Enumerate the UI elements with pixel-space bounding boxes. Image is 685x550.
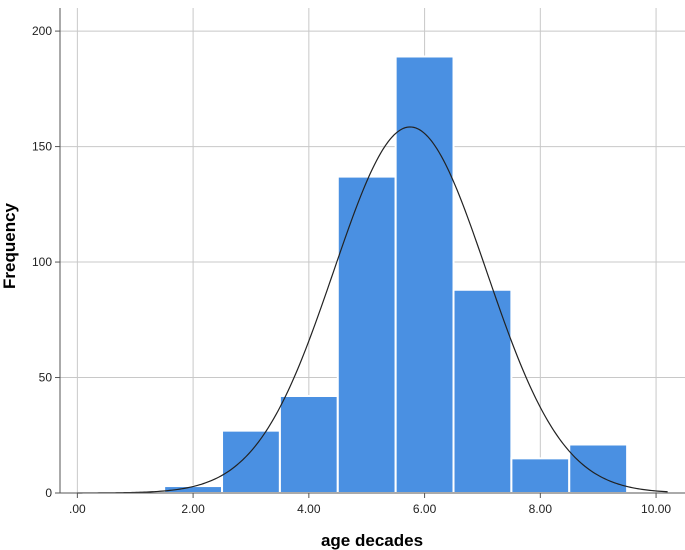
grid-lines [60, 8, 685, 493]
x-axis-title: age decades [321, 531, 423, 550]
x-tick-label: 10.00 [641, 502, 671, 516]
x-tick-label: .00 [69, 502, 86, 516]
histogram-bar [278, 395, 339, 494]
x-tick-label: 6.00 [413, 502, 437, 516]
axes [55, 8, 685, 498]
histogram-bar [221, 429, 281, 494]
histogram-bar [568, 443, 629, 494]
histogram-bar [394, 55, 455, 494]
y-axis-title: Frequency [0, 202, 19, 289]
y-tick-label: 100 [32, 255, 52, 269]
histogram-bar [510, 457, 571, 495]
x-tick-label: 8.00 [529, 502, 553, 516]
y-tick-label: 50 [39, 371, 53, 385]
y-tick-label: 0 [45, 486, 52, 500]
tick-labels: 0 50 100 150 200 .00 2.00 4.00 6.00 8.00 10.00 [32, 24, 671, 516]
x-tick-label: 2.00 [181, 502, 205, 516]
histogram-bar [336, 175, 397, 494]
x-tick-label: 4.00 [297, 502, 321, 516]
histogram-bar [452, 288, 513, 494]
y-tick-label: 150 [32, 140, 52, 154]
normal-curve [77, 126, 668, 494]
y-tick-label: 200 [32, 24, 52, 38]
normal-curve-line [77, 126, 668, 494]
histogram-bars [163, 55, 629, 495]
